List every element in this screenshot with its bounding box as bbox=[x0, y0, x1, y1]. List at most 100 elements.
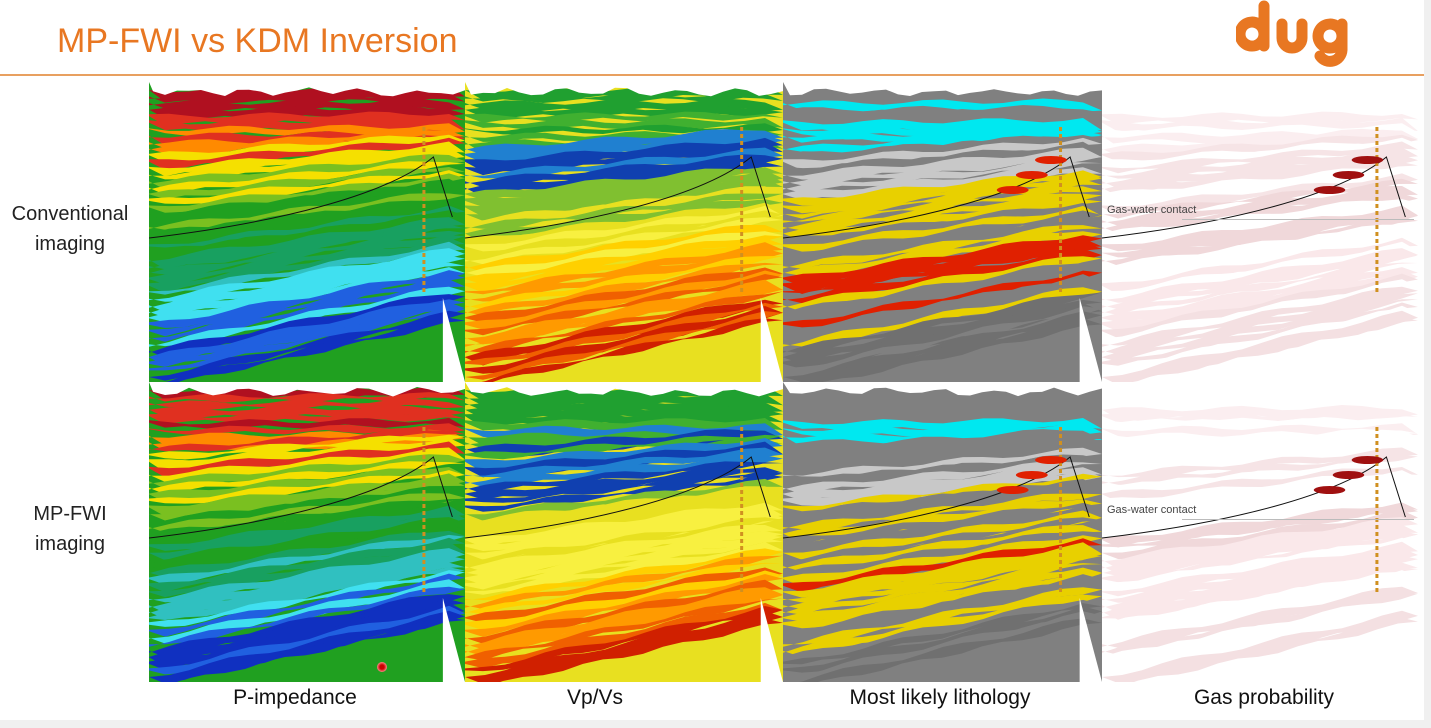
seismic-layer bbox=[149, 486, 465, 527]
seismic-layer bbox=[1102, 128, 1418, 157]
seismic-layer bbox=[783, 147, 1102, 181]
seismic-layer bbox=[149, 567, 465, 620]
gas-anomaly bbox=[1332, 471, 1365, 479]
seismic-layer bbox=[783, 502, 1102, 545]
seismic-layer bbox=[465, 470, 783, 503]
seismic-layer bbox=[149, 270, 465, 328]
seismic-layer bbox=[783, 579, 1102, 643]
seismic-layer bbox=[1102, 286, 1418, 347]
seismic-layer bbox=[465, 567, 783, 623]
seismic-layer bbox=[481, 318, 783, 382]
gas-anomaly bbox=[1035, 156, 1067, 164]
seismic-layer bbox=[1102, 573, 1418, 635]
seismic-layer bbox=[149, 478, 465, 521]
seismic-layer bbox=[149, 234, 465, 285]
seismic-section bbox=[149, 82, 465, 382]
seismic-layer bbox=[1102, 470, 1418, 507]
horizon-line bbox=[1102, 456, 1406, 539]
seismic-layer bbox=[465, 235, 783, 285]
seismic-panel bbox=[465, 82, 783, 382]
seismic-layer bbox=[149, 267, 465, 323]
seismic-layer bbox=[165, 317, 465, 382]
seismic-layer bbox=[149, 241, 465, 295]
seismic-section bbox=[783, 82, 1102, 382]
seismic-panel bbox=[149, 382, 465, 682]
gas-anomaly bbox=[996, 186, 1029, 194]
seismic-layer bbox=[149, 505, 465, 551]
pointer-dot bbox=[377, 662, 387, 672]
section-top-mask bbox=[465, 82, 783, 97]
seismic-layer bbox=[149, 434, 465, 460]
seismic-section bbox=[1102, 382, 1418, 682]
seismic-layer bbox=[783, 170, 1102, 207]
seismic-layer bbox=[1102, 105, 1418, 119]
seismic-layer bbox=[465, 467, 783, 500]
row-label-line2: imaging bbox=[34, 233, 106, 255]
gas-anomaly bbox=[1035, 456, 1067, 464]
seismic-layer bbox=[149, 586, 465, 647]
seismic-layer bbox=[783, 441, 1102, 472]
seismic-layer bbox=[783, 270, 1102, 328]
seismic-layer bbox=[783, 267, 1102, 319]
seismic-layer bbox=[149, 170, 465, 204]
seismic-layer bbox=[149, 498, 465, 539]
seismic-layer bbox=[465, 291, 783, 353]
seismic-section bbox=[149, 382, 465, 682]
seismic-layer bbox=[465, 486, 783, 526]
seismic-layer bbox=[783, 129, 1102, 153]
seismic-layer bbox=[149, 405, 465, 420]
seismic-layer bbox=[465, 311, 783, 380]
section-bottom-mask bbox=[1079, 598, 1102, 682]
section-top-mask bbox=[783, 82, 1102, 96]
seismic-layer bbox=[1102, 302, 1418, 366]
horizon-line bbox=[783, 456, 1090, 539]
seismic-layer bbox=[465, 147, 783, 179]
seismic-layer bbox=[465, 302, 783, 365]
seismic-layer bbox=[149, 302, 465, 367]
gas-anomaly bbox=[1351, 456, 1384, 464]
seismic-layer bbox=[1102, 205, 1418, 252]
gas-water-contact-label: Gas-water contact bbox=[1107, 204, 1197, 216]
seismic-layer bbox=[465, 274, 783, 336]
section-top-mask bbox=[149, 82, 465, 97]
row-label-mpfwi: MP-FWI imaging bbox=[2, 499, 138, 559]
horizon-line bbox=[149, 156, 453, 239]
column-label-vp-vs: Vp/Vs bbox=[566, 686, 624, 709]
seismic-layer bbox=[783, 135, 1102, 162]
seismic-layer bbox=[465, 105, 783, 119]
seismic-layer bbox=[783, 603, 1102, 665]
seismic-layer bbox=[1102, 428, 1418, 451]
seismic-layer bbox=[465, 267, 783, 323]
seismic-layer bbox=[465, 210, 783, 257]
seismic-layer bbox=[1102, 170, 1418, 206]
seismic-layer bbox=[1102, 147, 1418, 180]
row-label-conventional: Conventional imaging bbox=[2, 199, 138, 259]
seismic-layer bbox=[149, 548, 465, 603]
seismic-layer bbox=[149, 428, 465, 452]
seismic-panel bbox=[1102, 82, 1418, 382]
seismic-layer bbox=[1102, 548, 1418, 603]
seismic-layer bbox=[783, 242, 1102, 294]
seismic-layer bbox=[465, 611, 783, 682]
seismic-layer bbox=[783, 548, 1102, 603]
gas-anomaly bbox=[1332, 171, 1365, 179]
seismic-layer bbox=[465, 306, 783, 374]
seismic-layer bbox=[465, 535, 783, 585]
seismic-layer bbox=[465, 602, 783, 669]
seismic-layer bbox=[149, 147, 465, 180]
seismic-panel bbox=[1102, 382, 1418, 682]
seismic-layer bbox=[783, 179, 1102, 219]
seismic-layer bbox=[465, 217, 783, 265]
seismic-layer bbox=[783, 279, 1102, 342]
row-label-line1: MP-FWI bbox=[33, 503, 107, 525]
seismic-layer bbox=[783, 105, 1102, 119]
seismic-layer bbox=[149, 605, 465, 675]
seismic-layer bbox=[465, 242, 783, 295]
seismic-layer bbox=[783, 306, 1102, 371]
seismic-panel bbox=[783, 382, 1102, 682]
seismic-section bbox=[783, 382, 1102, 682]
seismic-section bbox=[465, 82, 783, 382]
column-label-lithology: Most likely lithology bbox=[849, 686, 1031, 709]
gas-anomaly bbox=[1351, 156, 1384, 164]
seismic-layer bbox=[1102, 234, 1418, 285]
